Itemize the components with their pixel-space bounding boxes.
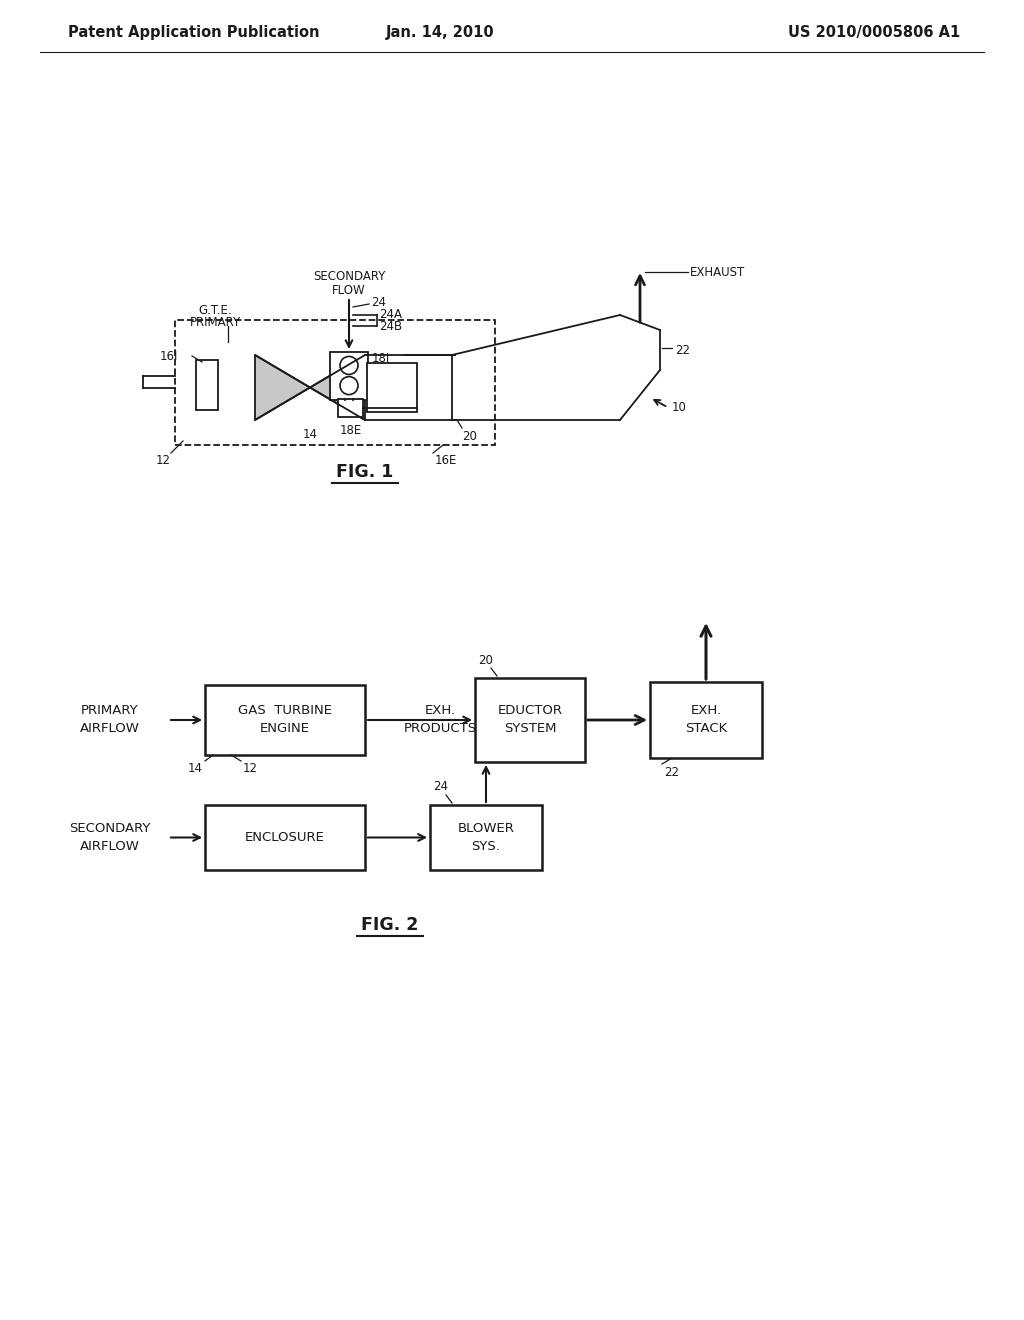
- Text: 18I: 18I: [372, 351, 390, 364]
- Text: 24A: 24A: [379, 308, 402, 321]
- Text: 22: 22: [664, 766, 679, 779]
- Text: 20: 20: [478, 653, 493, 667]
- Text: Patent Application Publication: Patent Application Publication: [68, 25, 319, 40]
- Text: 12: 12: [243, 763, 258, 776]
- Text: 24: 24: [371, 296, 386, 309]
- Polygon shape: [255, 355, 310, 420]
- Text: 16I: 16I: [160, 350, 178, 363]
- Text: US 2010/0005806 A1: US 2010/0005806 A1: [787, 25, 961, 40]
- Text: PRIMARY: PRIMARY: [81, 705, 139, 718]
- Text: AIRFLOW: AIRFLOW: [80, 722, 140, 735]
- Text: SECONDARY: SECONDARY: [312, 271, 385, 284]
- Text: SYS.: SYS.: [472, 840, 501, 853]
- Bar: [205, 805, 365, 870]
- Text: 20: 20: [462, 429, 477, 442]
- Text: STACK: STACK: [685, 722, 727, 735]
- Text: EXH.: EXH.: [424, 705, 456, 718]
- Text: PRODUCTS: PRODUCTS: [403, 722, 476, 735]
- Text: ENGINE: ENGINE: [260, 722, 310, 735]
- Bar: [175, 319, 495, 445]
- Text: 10: 10: [672, 401, 687, 414]
- Bar: [650, 682, 762, 758]
- Text: EDUCTOR: EDUCTOR: [498, 705, 562, 718]
- Text: FIG. 2: FIG. 2: [361, 916, 419, 935]
- Polygon shape: [310, 355, 365, 420]
- Text: SECONDARY: SECONDARY: [70, 822, 151, 836]
- Text: AIRFLOW: AIRFLOW: [80, 840, 140, 853]
- Text: 22: 22: [675, 343, 690, 356]
- Text: 14: 14: [302, 428, 317, 441]
- Circle shape: [340, 376, 358, 395]
- Text: 12: 12: [156, 454, 171, 467]
- Text: PRIMARY: PRIMARY: [189, 315, 241, 329]
- Text: EXHAUST: EXHAUST: [690, 265, 745, 279]
- Circle shape: [340, 356, 358, 375]
- Text: ENCLOSURE: ENCLOSURE: [245, 832, 325, 843]
- Text: FLOW: FLOW: [332, 284, 366, 297]
- Bar: [330, 352, 368, 400]
- Bar: [205, 685, 365, 755]
- Text: 24: 24: [433, 780, 449, 793]
- Text: G.T.E.: G.T.E.: [199, 304, 231, 317]
- Text: FIG. 1: FIG. 1: [336, 463, 393, 480]
- Text: Jan. 14, 2010: Jan. 14, 2010: [386, 25, 495, 40]
- Text: SYSTEM: SYSTEM: [504, 722, 556, 735]
- Bar: [196, 360, 218, 411]
- Bar: [430, 805, 542, 870]
- Text: 18E: 18E: [339, 424, 361, 437]
- Bar: [475, 678, 585, 762]
- Text: BLOWER: BLOWER: [458, 822, 514, 836]
- Text: 14: 14: [188, 763, 203, 776]
- Bar: [338, 399, 362, 417]
- Text: GAS  TURBINE: GAS TURBINE: [238, 705, 332, 718]
- Bar: [367, 363, 417, 412]
- Text: 24B: 24B: [379, 319, 402, 333]
- Text: 16E: 16E: [435, 454, 458, 467]
- Text: EXH.: EXH.: [690, 705, 722, 718]
